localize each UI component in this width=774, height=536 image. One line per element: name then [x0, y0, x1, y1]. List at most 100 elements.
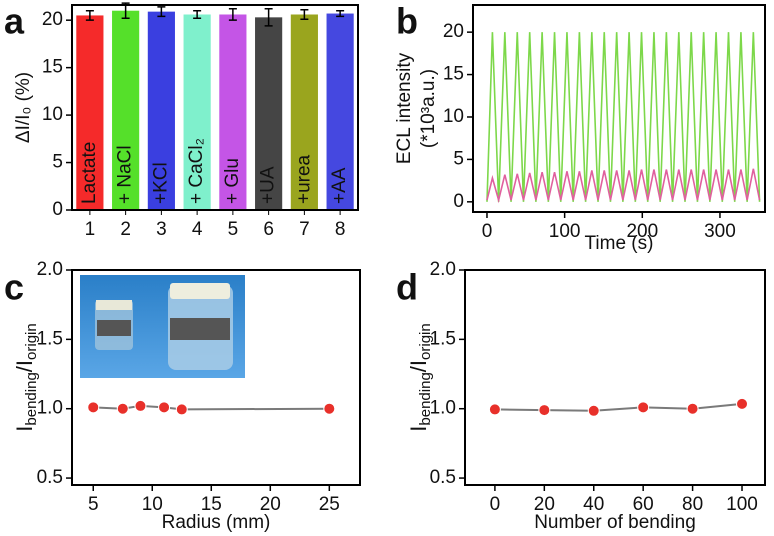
y-tick-label: 1.5 [37, 328, 63, 349]
x-tick-label: 6 [263, 219, 274, 240]
data-point [87, 401, 100, 414]
error-bar [228, 8, 237, 21]
y-axis-label-part: I [406, 426, 431, 432]
y-tick-label: 1.5 [430, 328, 456, 349]
y-tick-label: 20 [443, 21, 464, 42]
data-line [494, 402, 743, 412]
bar [76, 15, 104, 210]
x-tick-label: 40 [583, 494, 604, 515]
bar [326, 13, 354, 210]
x-tick-label: 10 [142, 494, 163, 515]
bar-label: + Glu [222, 158, 243, 204]
bar [290, 14, 318, 211]
y-tick-label: 10 [443, 106, 464, 127]
y-axis-label-part: origin [417, 323, 434, 360]
x-axis-label: Radius (mm) [162, 512, 271, 533]
error-bar [300, 8, 309, 20]
y-tick-label: 1.0 [37, 398, 63, 419]
y-tick-label: 0.5 [430, 467, 456, 488]
data-point [488, 403, 501, 416]
x-tick-label: 20 [534, 494, 555, 515]
data-point [637, 401, 650, 414]
x-tick-label: 0 [482, 221, 493, 242]
y-axis-label-part: /I [406, 360, 431, 372]
panel-label: b [396, 1, 418, 42]
x-tick-label: 1 [85, 219, 96, 240]
y-axis-label: ECL intensity [394, 52, 415, 164]
x-tick-label: 100 [549, 221, 581, 242]
x-tick-label: 5 [88, 494, 99, 515]
x-tick-label: 3 [156, 219, 167, 240]
data-point [116, 402, 129, 415]
bar [112, 10, 140, 211]
panel-label: d [396, 267, 418, 308]
y-tick-label: 0 [453, 191, 464, 212]
bar-label: +AA [329, 167, 350, 204]
x-tick-label: 200 [626, 221, 658, 242]
y-tick-label: 2.0 [430, 259, 456, 280]
error-bar [193, 9, 202, 20]
bar-label: +KCl [150, 162, 171, 204]
plot-frame [472, 4, 766, 213]
plot-frame [71, 4, 359, 211]
y-axis-label-part: /I [12, 360, 37, 372]
data-line [486, 32, 761, 202]
inset-photo [80, 275, 245, 378]
plot-frame [71, 269, 361, 486]
bar-label: + NaCl [115, 145, 136, 204]
bar-label: +urea [293, 154, 314, 204]
plot-frame [464, 269, 766, 486]
x-tick-label: 20 [260, 494, 281, 515]
data-point [686, 402, 699, 415]
data-point [538, 404, 551, 417]
data-point [134, 399, 147, 412]
x-tick-label: 5 [228, 219, 239, 240]
bar [255, 17, 283, 210]
y-tick-label: 15 [443, 64, 464, 85]
x-tick-label: 80 [682, 494, 703, 515]
y-tick-label: 15 [42, 57, 63, 78]
x-tick-label: 0 [490, 494, 501, 515]
data-point [323, 402, 336, 415]
data-point [736, 397, 749, 410]
bar-label: + CaCl₂ [186, 138, 207, 204]
x-axis-label: Number of bending [534, 512, 696, 533]
y-tick-label: 5 [453, 148, 464, 169]
y-axis-label-part: I [12, 426, 37, 432]
y-axis-label-part: bending [23, 372, 40, 425]
x-tick-label: 60 [633, 494, 654, 515]
x-tick-label: 15 [201, 494, 222, 515]
bar-label: Lactate [79, 142, 100, 204]
x-tick-label: 100 [726, 494, 758, 515]
y-tick-label: 1.0 [430, 398, 456, 419]
y-tick-label: 2.0 [37, 259, 63, 280]
data-point [175, 403, 188, 416]
x-tick-label: 4 [192, 219, 203, 240]
y-axis-label: Ibending/Iorigin [406, 323, 434, 431]
y-tick-label: 20 [42, 9, 63, 30]
bar [183, 14, 211, 211]
error-bar [157, 6, 166, 18]
x-tick-label: 2 [120, 219, 131, 240]
error-bar [264, 8, 273, 27]
y-axis-label-part: bending [417, 372, 434, 425]
y-axis-label: (*10³a.u.) [418, 69, 439, 148]
bar [147, 11, 175, 210]
bar [219, 14, 247, 211]
y-tick-label: 10 [42, 104, 63, 125]
data-point [587, 404, 600, 417]
y-tick-label: 0.5 [37, 467, 63, 488]
y-tick-label: 5 [52, 152, 63, 173]
x-tick-label: 8 [335, 219, 346, 240]
y-axis-label: Ibending/Iorigin [12, 323, 40, 431]
y-axis-label-part: origin [23, 323, 40, 360]
error-bar [85, 9, 94, 21]
data-point [158, 401, 171, 414]
x-tick-label: 25 [319, 494, 340, 515]
panel-label: a [4, 1, 25, 42]
bar-label: +UA [258, 166, 279, 204]
panel-label: c [4, 267, 24, 308]
x-tick-label: 7 [299, 219, 310, 240]
y-axis-label: ΔI/I₀ (%) [13, 72, 34, 143]
